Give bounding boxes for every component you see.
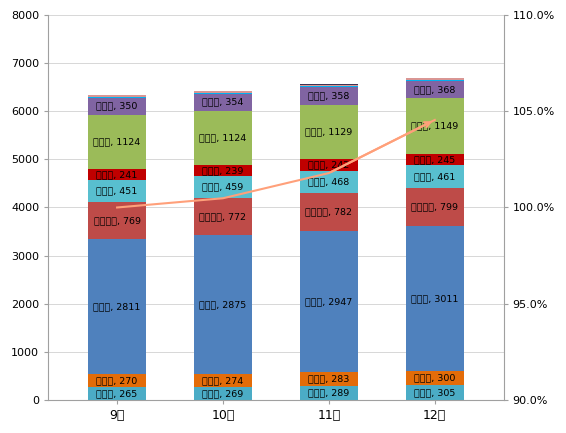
Text: 大阪府, 1129: 大阪府, 1129 xyxy=(305,127,353,136)
Text: 愛知県, 459: 愛知県, 459 xyxy=(203,183,243,192)
Text: 神奈川県, 799: 神奈川県, 799 xyxy=(411,202,458,211)
Bar xyxy=(88,239,146,374)
Bar xyxy=(194,176,252,198)
Text: 埼玉県, 265: 埼玉県, 265 xyxy=(96,389,138,398)
Bar xyxy=(194,91,252,93)
Bar xyxy=(88,180,146,202)
Text: 大阪府, 1124: 大阪府, 1124 xyxy=(93,137,141,146)
Bar xyxy=(406,98,464,154)
Bar xyxy=(300,104,358,159)
Text: 東京都, 2947: 東京都, 2947 xyxy=(305,297,353,306)
Bar xyxy=(406,226,464,371)
Bar xyxy=(194,198,252,236)
Text: 兵庫県, 368: 兵庫県, 368 xyxy=(414,85,456,94)
Bar xyxy=(406,165,464,187)
Bar xyxy=(300,171,358,193)
Text: 兵庫県, 358: 兵庫県, 358 xyxy=(308,91,350,100)
Bar xyxy=(88,97,146,98)
Bar xyxy=(300,372,358,386)
Text: 兵庫県, 350: 兵庫県, 350 xyxy=(96,102,138,111)
Text: 神奈川県, 772: 神奈川県, 772 xyxy=(199,213,246,221)
Bar xyxy=(88,387,146,400)
Text: 千葉県, 270: 千葉県, 270 xyxy=(96,376,138,385)
Text: 神奈川県, 769: 神奈川県, 769 xyxy=(93,216,140,225)
Text: 愛知県, 461: 愛知県, 461 xyxy=(414,172,456,181)
Bar xyxy=(88,98,146,115)
Bar xyxy=(194,93,252,94)
Text: 愛知県, 468: 愛知県, 468 xyxy=(308,177,350,186)
Bar xyxy=(88,115,146,169)
Text: 京都府, 242: 京都府, 242 xyxy=(308,160,350,169)
Text: 埼玉県, 305: 埼玉県, 305 xyxy=(414,388,456,397)
Text: 京都府, 239: 京都府, 239 xyxy=(202,166,244,175)
Bar xyxy=(406,80,464,81)
Bar xyxy=(88,169,146,180)
Bar xyxy=(194,374,252,387)
Bar xyxy=(406,81,464,98)
Text: 千葉県, 274: 千葉県, 274 xyxy=(203,376,243,385)
Bar xyxy=(194,111,252,165)
Bar xyxy=(406,154,464,165)
Bar xyxy=(300,159,358,171)
Bar xyxy=(88,374,146,387)
Text: 千葉県, 300: 千葉県, 300 xyxy=(414,374,456,382)
Bar xyxy=(406,385,464,400)
Bar xyxy=(406,78,464,80)
Bar xyxy=(300,87,358,104)
Text: 東京都, 2811: 東京都, 2811 xyxy=(93,302,141,311)
Bar xyxy=(406,187,464,226)
Bar xyxy=(300,386,358,400)
Bar xyxy=(300,85,358,87)
Text: 千葉県, 283: 千葉県, 283 xyxy=(308,375,350,384)
Text: 神奈川県, 782: 神奈川県, 782 xyxy=(306,207,353,216)
Bar xyxy=(406,371,464,385)
Bar xyxy=(194,236,252,374)
Bar xyxy=(194,387,252,400)
Bar xyxy=(88,95,146,97)
Bar xyxy=(88,202,146,239)
Bar xyxy=(194,94,252,111)
Text: 兵庫県, 354: 兵庫県, 354 xyxy=(202,98,244,107)
Text: 愛知県, 451: 愛知県, 451 xyxy=(96,187,138,196)
Text: 埼玉県, 289: 埼玉県, 289 xyxy=(308,388,350,397)
Text: 大阪府, 1149: 大阪府, 1149 xyxy=(411,121,458,130)
Text: 京都府, 241: 京都府, 241 xyxy=(96,170,138,179)
Text: 京都府, 245: 京都府, 245 xyxy=(414,155,456,164)
Bar xyxy=(194,165,252,176)
Bar xyxy=(300,231,358,372)
Text: 埼玉県, 269: 埼玉県, 269 xyxy=(203,389,243,398)
Text: 東京都, 3011: 東京都, 3011 xyxy=(411,294,458,303)
Text: 大阪府, 1124: 大阪府, 1124 xyxy=(199,133,247,142)
Bar xyxy=(300,193,358,231)
Text: 東京都, 2875: 東京都, 2875 xyxy=(199,300,247,309)
